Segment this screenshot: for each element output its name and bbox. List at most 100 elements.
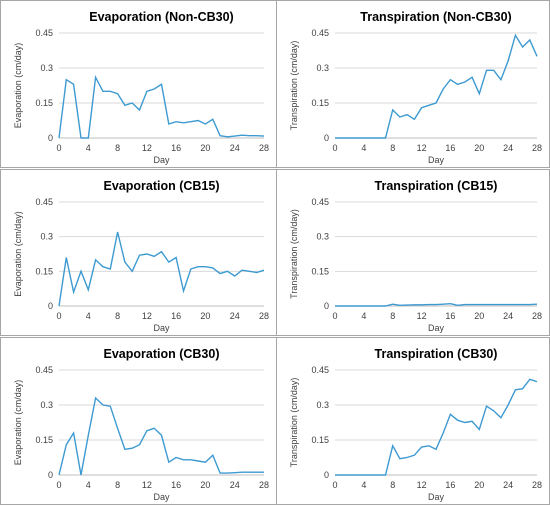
x-tick-label: 16 <box>171 143 181 153</box>
x-axis-label: Day <box>153 323 170 333</box>
x-tick-label: 0 <box>56 143 61 153</box>
series-line <box>58 231 265 307</box>
x-tick-label: 28 <box>532 480 542 490</box>
x-tick-label: 8 <box>115 143 120 153</box>
y-tick-label: 0 <box>48 470 53 480</box>
y-axis-label: Transpiration (cm/day) <box>289 378 299 468</box>
x-tick-label: 16 <box>171 480 181 490</box>
x-tick-label: 24 <box>230 143 240 153</box>
x-tick-label: 24 <box>230 480 240 490</box>
chart-title: Transpiration (Non-CB30) <box>360 10 511 24</box>
x-tick-label: 0 <box>332 143 337 153</box>
y-axis-label: Evaporation (cm/day) <box>13 380 23 466</box>
x-tick-label: 4 <box>361 143 366 153</box>
x-tick-label: 12 <box>142 311 152 321</box>
x-tick-label: 24 <box>503 311 513 321</box>
y-tick-label: 0.15 <box>35 98 53 108</box>
x-tick-label: 0 <box>56 311 61 321</box>
x-tick-label: 0 <box>332 311 337 321</box>
y-axis-label: Transpiration (cm/day) <box>289 41 299 131</box>
chart-panel-5: Evaporation (CB30) 0 0.15 0.3 0.45 0 4 8 12 16 20 2… <box>0 337 277 505</box>
series-line <box>335 378 538 476</box>
y-tick-label: 0.3 <box>316 232 329 242</box>
x-tick-label: 12 <box>417 311 427 321</box>
y-tick-label: 0.3 <box>316 400 329 410</box>
x-tick-label: 24 <box>503 480 513 490</box>
chart-panel-4: Transpiration (CB15) 0 0.15 0.3 0.45 0 4 8 12 16 2… <box>276 169 550 336</box>
x-axis-label: Day <box>153 492 170 502</box>
x-tick-label: 20 <box>200 143 210 153</box>
y-tick-label: 0 <box>48 133 53 143</box>
x-tick-label: 28 <box>532 143 542 153</box>
x-tick-label: 16 <box>445 311 455 321</box>
x-axis-label: Day <box>428 323 445 333</box>
x-tick-label: 20 <box>200 480 210 490</box>
y-tick-label: 0.45 <box>311 28 329 38</box>
x-axis-label: Day <box>153 155 170 165</box>
y-tick-label: 0 <box>324 301 329 311</box>
x-axis-label: Day <box>428 155 445 165</box>
chart-title: Transpiration (CB30) <box>375 347 498 361</box>
x-tick-label: 28 <box>259 480 269 490</box>
series-line <box>58 74 265 139</box>
x-tick-label: 28 <box>259 143 269 153</box>
x-tick-label: 24 <box>230 311 240 321</box>
y-tick-label: 0.45 <box>35 365 53 375</box>
chart-panel-1: Evaporation (Non-CB30) 0 0.15 0.3 0.45 0 4 8 12 1… <box>0 0 277 168</box>
chart-svg: Evaporation (CB30) 0 0.15 0.3 0.45 0 4 8 12 16 20 2… <box>13 347 269 502</box>
chart-title: Transpiration (CB15) <box>375 179 498 193</box>
chart-svg: Transpiration (Non-CB30) 0 0.15 0.3 0.45 0 4 8 1… <box>289 10 542 165</box>
y-axis-label: Transpiration (cm/day) <box>289 209 299 299</box>
y-tick-label: 0.3 <box>40 63 53 73</box>
y-tick-label: 0.3 <box>316 63 329 73</box>
y-tick-label: 0.3 <box>40 400 53 410</box>
series-line <box>335 302 538 307</box>
x-tick-label: 28 <box>532 311 542 321</box>
x-tick-label: 12 <box>142 143 152 153</box>
series-line <box>335 33 538 139</box>
x-tick-label: 0 <box>56 480 61 490</box>
y-tick-label: 0.45 <box>311 197 329 207</box>
chart-panel-6: Transpiration (CB30) 0 0.15 0.3 0.45 0 4 8 12 16 2… <box>276 337 550 505</box>
x-tick-label: 4 <box>361 480 366 490</box>
x-tick-label: 4 <box>86 480 91 490</box>
y-tick-label: 0.45 <box>35 197 53 207</box>
x-tick-label: 12 <box>142 480 152 490</box>
y-tick-label: 0 <box>324 133 329 143</box>
x-tick-label: 0 <box>332 480 337 490</box>
x-axis-label: Day <box>428 492 445 502</box>
x-tick-label: 16 <box>445 143 455 153</box>
y-tick-label: 0.3 <box>40 232 53 242</box>
x-tick-label: 20 <box>474 311 484 321</box>
y-tick-label: 0.45 <box>35 28 53 38</box>
x-tick-label: 20 <box>474 480 484 490</box>
y-tick-label: 0 <box>48 301 53 311</box>
y-tick-label: 0.15 <box>35 435 53 445</box>
chart-title: Evaporation (CB30) <box>104 347 220 361</box>
chart-panel-2: Transpiration (Non-CB30) 0 0.15 0.3 0.45 0 4 8 1… <box>276 0 550 168</box>
x-tick-label: 4 <box>86 311 91 321</box>
x-tick-label: 16 <box>445 480 455 490</box>
series-line <box>58 396 264 476</box>
y-axis-label: Evaporation (cm/day) <box>13 43 23 129</box>
y-tick-label: 0 <box>324 470 329 480</box>
x-tick-label: 8 <box>390 311 395 321</box>
y-tick-label: 0.15 <box>311 98 329 108</box>
x-tick-label: 4 <box>86 143 91 153</box>
x-tick-label: 8 <box>390 143 395 153</box>
chart-title: Evaporation (Non-CB30) <box>89 10 233 24</box>
x-tick-label: 8 <box>115 311 120 321</box>
x-tick-label: 4 <box>361 311 366 321</box>
y-axis-label: Evaporation (cm/day) <box>13 211 23 297</box>
x-tick-label: 8 <box>390 480 395 490</box>
chart-svg: Transpiration (CB30) 0 0.15 0.3 0.45 0 4 8 12 16 2… <box>289 347 542 502</box>
x-tick-label: 16 <box>171 311 181 321</box>
x-tick-label: 20 <box>474 143 484 153</box>
x-tick-label: 12 <box>417 143 427 153</box>
y-tick-label: 0.15 <box>35 266 53 276</box>
chart-svg: Evaporation (Non-CB30) 0 0.15 0.3 0.45 0 4 8 12 1… <box>13 10 269 165</box>
x-tick-label: 28 <box>259 311 269 321</box>
y-tick-label: 0.15 <box>311 435 329 445</box>
x-tick-label: 24 <box>503 143 513 153</box>
